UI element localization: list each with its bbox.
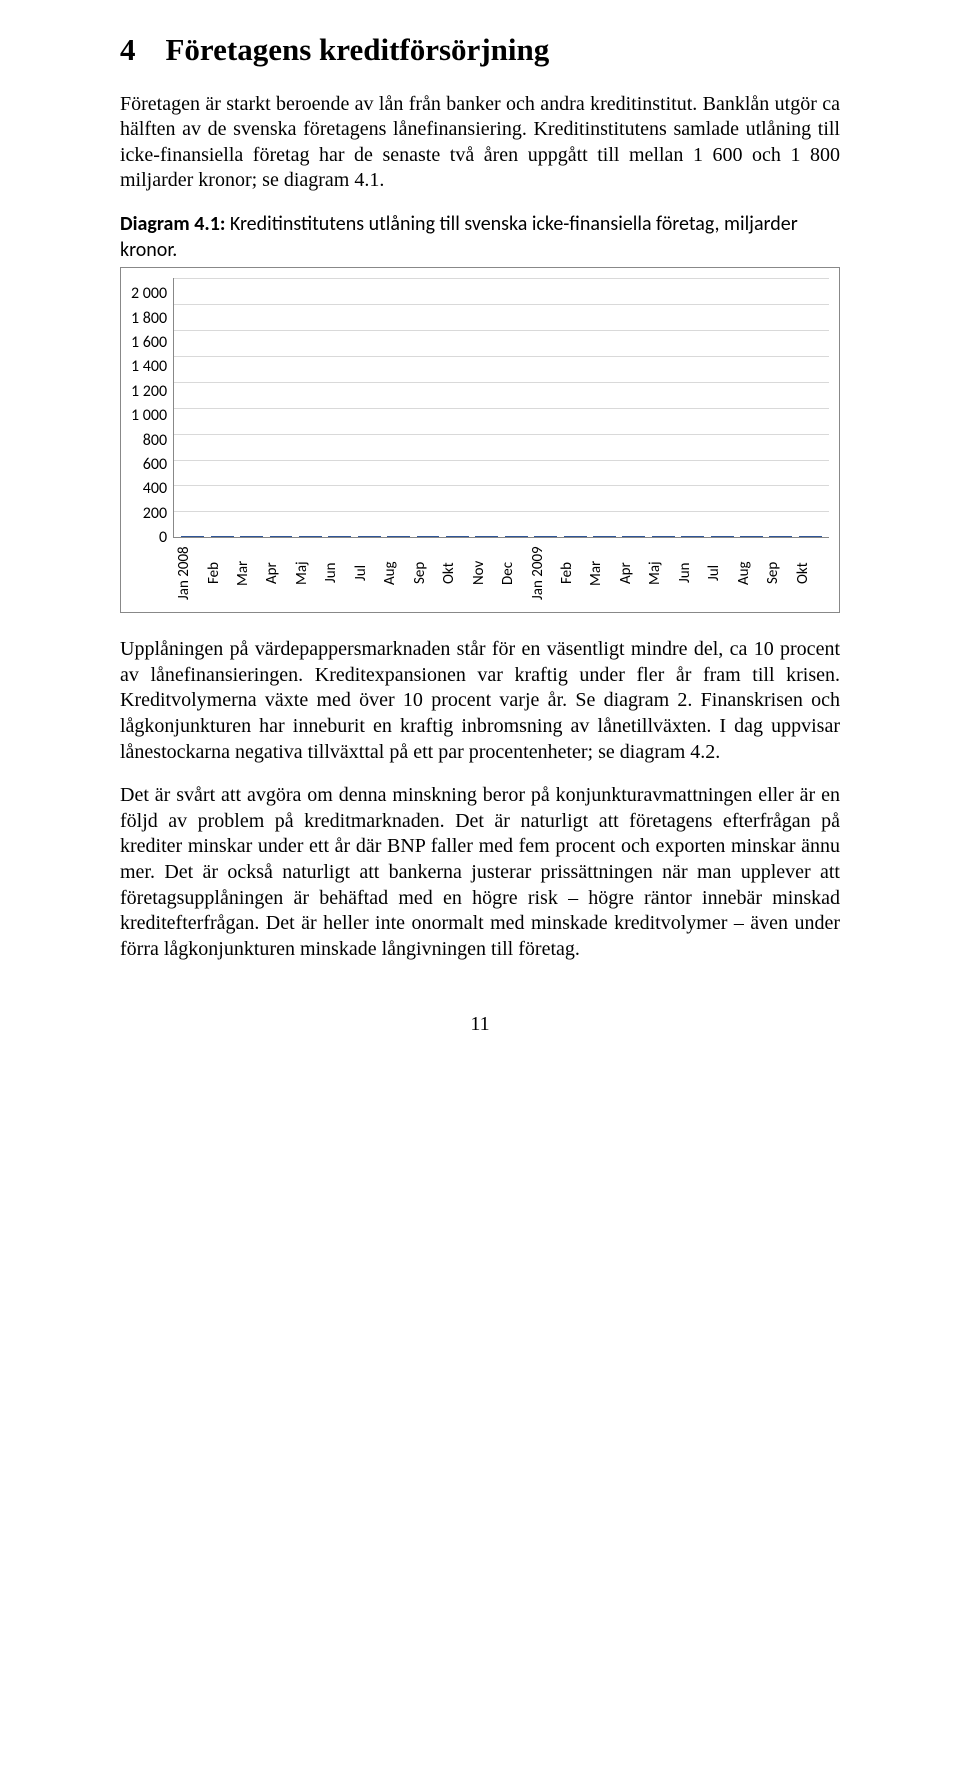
bar-slot [325, 536, 354, 537]
bar [534, 536, 557, 537]
section-heading: 4 Företagens kreditförsörjning [120, 30, 840, 70]
x-tick: Feb [560, 542, 589, 606]
x-tick: Feb [207, 542, 236, 606]
bar-slot [178, 536, 207, 537]
bar [652, 536, 675, 537]
x-tick: Okt [442, 542, 471, 606]
x-tick: Jul [354, 542, 383, 606]
bar [769, 536, 792, 537]
x-tick: Mar [589, 542, 618, 606]
paragraph-1: Företagen är starkt beroende av lån från… [120, 92, 840, 194]
bar-slot [590, 536, 619, 537]
diagram-caption: Diagram 4.1: Kreditinstitutens utlåning … [120, 212, 840, 238]
paragraph-3: Det är svårt att avgöra om denna minskni… [120, 783, 840, 962]
bar-slot [355, 536, 384, 537]
bar [417, 536, 440, 537]
bar-slot [678, 536, 707, 537]
bar [505, 536, 528, 537]
bar [387, 536, 410, 537]
bar-slot [472, 536, 501, 537]
bar-slot [266, 536, 295, 537]
x-tick: Apr [265, 542, 294, 606]
x-tick: Maj [295, 542, 324, 606]
bar-slot [502, 536, 531, 537]
y-tick: 1 000 [131, 408, 167, 424]
x-tick: Mar [236, 542, 265, 606]
bar [564, 536, 587, 537]
x-tick: Okt [796, 542, 825, 606]
diagram-caption-unit: kronor. [120, 238, 840, 264]
y-tick: 1 800 [131, 311, 167, 327]
y-tick: 600 [143, 457, 167, 473]
bar [740, 536, 763, 537]
bar-slot [560, 536, 589, 537]
section-title: Företagens kreditförsörjning [166, 30, 550, 70]
x-tick: Jan 2009 [531, 542, 560, 606]
bar [799, 536, 822, 537]
bar-slot [237, 536, 266, 537]
x-tick: Jul [707, 542, 736, 606]
bars-container [174, 278, 829, 537]
bar-slot [737, 536, 766, 537]
bar-chart: 2 000 1 800 1 600 1 400 1 200 1 000 800 600 400 2… [120, 267, 840, 613]
bar [681, 536, 704, 537]
bar-slot [207, 536, 236, 537]
diagram-label: Diagram 4.1: [120, 212, 225, 236]
x-tick: Nov [472, 542, 501, 606]
bar-slot [619, 536, 648, 537]
x-tick: Sep [766, 542, 795, 606]
x-tick: Aug [383, 542, 412, 606]
bar [358, 536, 381, 537]
y-tick: 400 [143, 481, 167, 497]
x-tick: Sep [413, 542, 442, 606]
bar [240, 536, 263, 537]
bar [622, 536, 645, 537]
bar-slot [443, 536, 472, 537]
bar-slot [649, 536, 678, 537]
y-tick: 800 [143, 433, 167, 449]
y-tick: 200 [143, 506, 167, 522]
section-number: 4 [120, 30, 136, 70]
plot-wrap: Jan 2008FebMarAprMajJunJulAugSepOktNovDe… [173, 278, 829, 606]
bar [446, 536, 469, 537]
y-tick: 1 400 [131, 359, 167, 375]
x-tick: Jan 2008 [177, 542, 206, 606]
page-number: 11 [120, 1012, 840, 1038]
x-tick: Jun [324, 542, 353, 606]
bar [211, 536, 234, 537]
bar-slot [796, 536, 825, 537]
x-tick: Maj [648, 542, 677, 606]
bar [270, 536, 293, 537]
y-tick: 1 200 [131, 384, 167, 400]
x-axis: Jan 2008FebMarAprMajJunJulAugSepOktNovDe… [173, 538, 829, 606]
x-tick: Apr [619, 542, 648, 606]
y-tick: 1 600 [131, 335, 167, 351]
bar-slot [707, 536, 736, 537]
diagram-caption-text: Kreditinstitutens utlåning till svenska … [225, 212, 797, 236]
x-tick: Dec [501, 542, 530, 606]
bar [593, 536, 616, 537]
chart-area: 2 000 1 800 1 600 1 400 1 200 1 000 800 600 400 2… [131, 278, 829, 606]
bar-slot [384, 536, 413, 537]
bar [181, 536, 204, 537]
x-tick: Jun [678, 542, 707, 606]
plot-area [173, 278, 829, 538]
bar-slot [413, 536, 442, 537]
y-tick: 0 [159, 530, 167, 546]
bar [711, 536, 734, 537]
bar-slot [531, 536, 560, 537]
bar-slot [296, 536, 325, 537]
x-tick: Aug [737, 542, 766, 606]
bar [475, 536, 498, 537]
y-tick: 2 000 [131, 286, 167, 302]
bar [328, 536, 351, 537]
paragraph-2: Upplåningen på värdepappersmarknaden stå… [120, 637, 840, 765]
bar-slot [766, 536, 795, 537]
bar [299, 536, 322, 537]
y-axis: 2 000 1 800 1 600 1 400 1 200 1 000 800 600 400 2… [131, 278, 173, 538]
